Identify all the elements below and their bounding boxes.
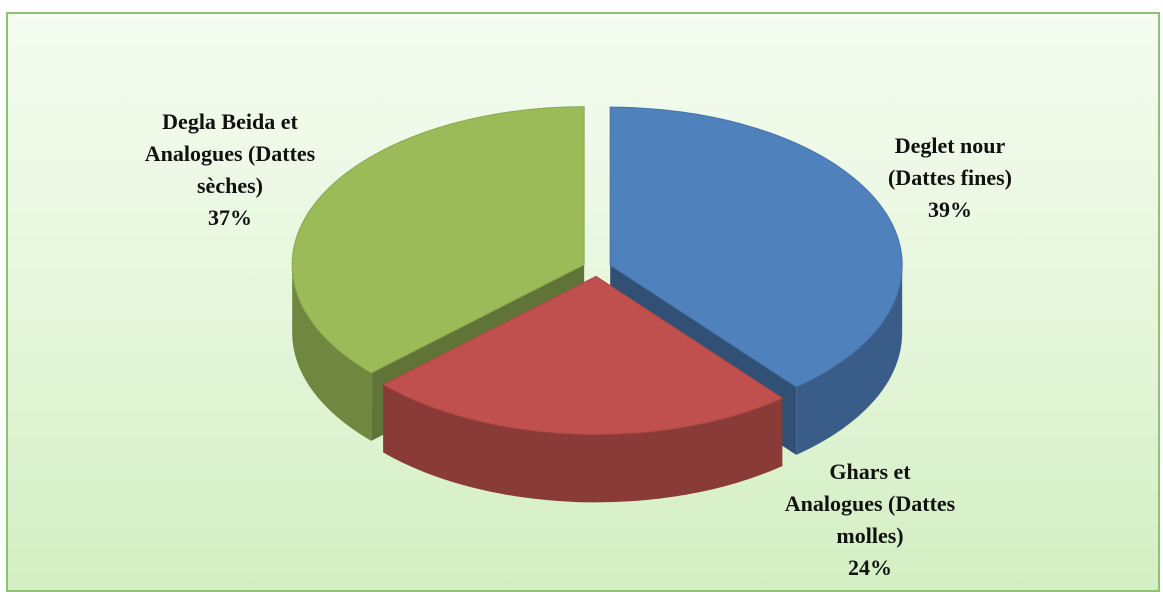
category-label: Degla Beida et Analogues (Dattes sèches) — [144, 109, 316, 198]
slice-label: Degla Beida et Analogues (Dattes sèches)… — [80, 106, 380, 234]
slice — [609, 106, 903, 388]
slice — [291, 106, 585, 374]
slice-label: Deglet nour (Dattes fines) 39% — [800, 130, 1100, 226]
category-label: Deglet nour (Dattes fines) — [887, 133, 1013, 190]
category-label: Ghars et Analogues (Dattes molles) — [784, 459, 956, 548]
value-label: 24% — [848, 555, 892, 580]
value-label: 39% — [928, 197, 972, 222]
slice-wall — [292, 264, 372, 441]
slice-label: Ghars et Analogues (Dattes molles) 24% — [720, 456, 1020, 584]
slice — [382, 275, 784, 435]
slice-wall — [796, 265, 903, 455]
value-label: 37% — [208, 205, 252, 230]
slice-wall — [383, 384, 783, 503]
